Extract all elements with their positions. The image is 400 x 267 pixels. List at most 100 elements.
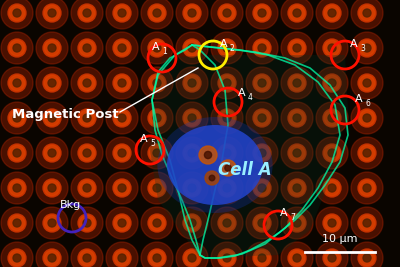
Circle shape xyxy=(281,172,313,204)
Circle shape xyxy=(148,74,166,92)
Circle shape xyxy=(289,145,305,161)
Circle shape xyxy=(8,74,26,92)
Circle shape xyxy=(83,9,91,17)
Circle shape xyxy=(199,146,217,164)
Circle shape xyxy=(211,67,243,99)
Circle shape xyxy=(363,254,371,262)
Circle shape xyxy=(281,137,313,169)
Circle shape xyxy=(219,180,235,196)
Circle shape xyxy=(324,110,340,126)
Circle shape xyxy=(288,249,306,267)
Circle shape xyxy=(358,74,376,92)
Circle shape xyxy=(13,184,21,192)
Circle shape xyxy=(71,67,103,99)
Circle shape xyxy=(149,145,165,161)
Text: Cell A: Cell A xyxy=(218,161,272,179)
Circle shape xyxy=(149,5,165,21)
Circle shape xyxy=(79,250,95,266)
Circle shape xyxy=(253,39,271,57)
Circle shape xyxy=(219,40,235,56)
Circle shape xyxy=(184,145,200,161)
Circle shape xyxy=(36,32,68,64)
Circle shape xyxy=(114,145,130,161)
Circle shape xyxy=(1,67,33,99)
Circle shape xyxy=(44,5,60,21)
Circle shape xyxy=(211,242,243,267)
Circle shape xyxy=(324,5,340,21)
Circle shape xyxy=(118,9,126,17)
Circle shape xyxy=(153,114,161,122)
Circle shape xyxy=(246,207,278,239)
Circle shape xyxy=(188,184,196,192)
Circle shape xyxy=(79,5,95,21)
Circle shape xyxy=(78,74,96,92)
Circle shape xyxy=(289,40,305,56)
Circle shape xyxy=(149,180,165,196)
Circle shape xyxy=(13,254,21,262)
Circle shape xyxy=(36,0,68,29)
Circle shape xyxy=(43,109,61,127)
Circle shape xyxy=(8,214,26,232)
Circle shape xyxy=(188,254,196,262)
Circle shape xyxy=(223,9,231,17)
Circle shape xyxy=(71,242,103,267)
Circle shape xyxy=(211,172,243,204)
Circle shape xyxy=(324,250,340,266)
Circle shape xyxy=(176,172,208,204)
Circle shape xyxy=(106,102,138,134)
Circle shape xyxy=(316,172,348,204)
Circle shape xyxy=(363,79,371,87)
Text: A: A xyxy=(350,39,358,49)
Circle shape xyxy=(118,44,126,52)
Circle shape xyxy=(246,242,278,267)
Circle shape xyxy=(148,109,166,127)
Circle shape xyxy=(48,79,56,87)
Circle shape xyxy=(114,40,130,56)
Circle shape xyxy=(254,110,270,126)
Circle shape xyxy=(358,109,376,127)
Circle shape xyxy=(328,254,336,262)
Circle shape xyxy=(184,250,200,266)
Circle shape xyxy=(153,44,161,52)
Circle shape xyxy=(205,171,219,185)
Circle shape xyxy=(13,149,21,157)
Circle shape xyxy=(113,249,131,267)
Circle shape xyxy=(8,4,26,22)
Circle shape xyxy=(83,44,91,52)
Circle shape xyxy=(253,4,271,22)
Text: 6: 6 xyxy=(365,99,370,108)
Circle shape xyxy=(316,102,348,134)
Circle shape xyxy=(218,74,236,92)
Circle shape xyxy=(184,215,200,231)
Circle shape xyxy=(359,40,375,56)
Circle shape xyxy=(293,79,301,87)
Circle shape xyxy=(219,110,235,126)
Circle shape xyxy=(323,179,341,197)
Circle shape xyxy=(211,32,243,64)
Circle shape xyxy=(106,172,138,204)
Circle shape xyxy=(223,219,231,227)
Circle shape xyxy=(71,137,103,169)
Circle shape xyxy=(358,39,376,57)
Circle shape xyxy=(293,114,301,122)
Circle shape xyxy=(289,180,305,196)
Circle shape xyxy=(44,75,60,91)
Circle shape xyxy=(254,40,270,56)
Circle shape xyxy=(246,137,278,169)
Circle shape xyxy=(351,102,383,134)
Circle shape xyxy=(253,214,271,232)
Circle shape xyxy=(293,184,301,192)
Circle shape xyxy=(13,9,21,17)
Circle shape xyxy=(359,180,375,196)
Circle shape xyxy=(113,4,131,22)
Circle shape xyxy=(188,149,196,157)
Text: 3: 3 xyxy=(360,44,365,53)
Circle shape xyxy=(9,5,25,21)
Circle shape xyxy=(44,215,60,231)
Circle shape xyxy=(363,114,371,122)
Circle shape xyxy=(316,137,348,169)
Circle shape xyxy=(253,144,271,162)
Circle shape xyxy=(358,4,376,22)
Circle shape xyxy=(106,137,138,169)
Circle shape xyxy=(289,75,305,91)
